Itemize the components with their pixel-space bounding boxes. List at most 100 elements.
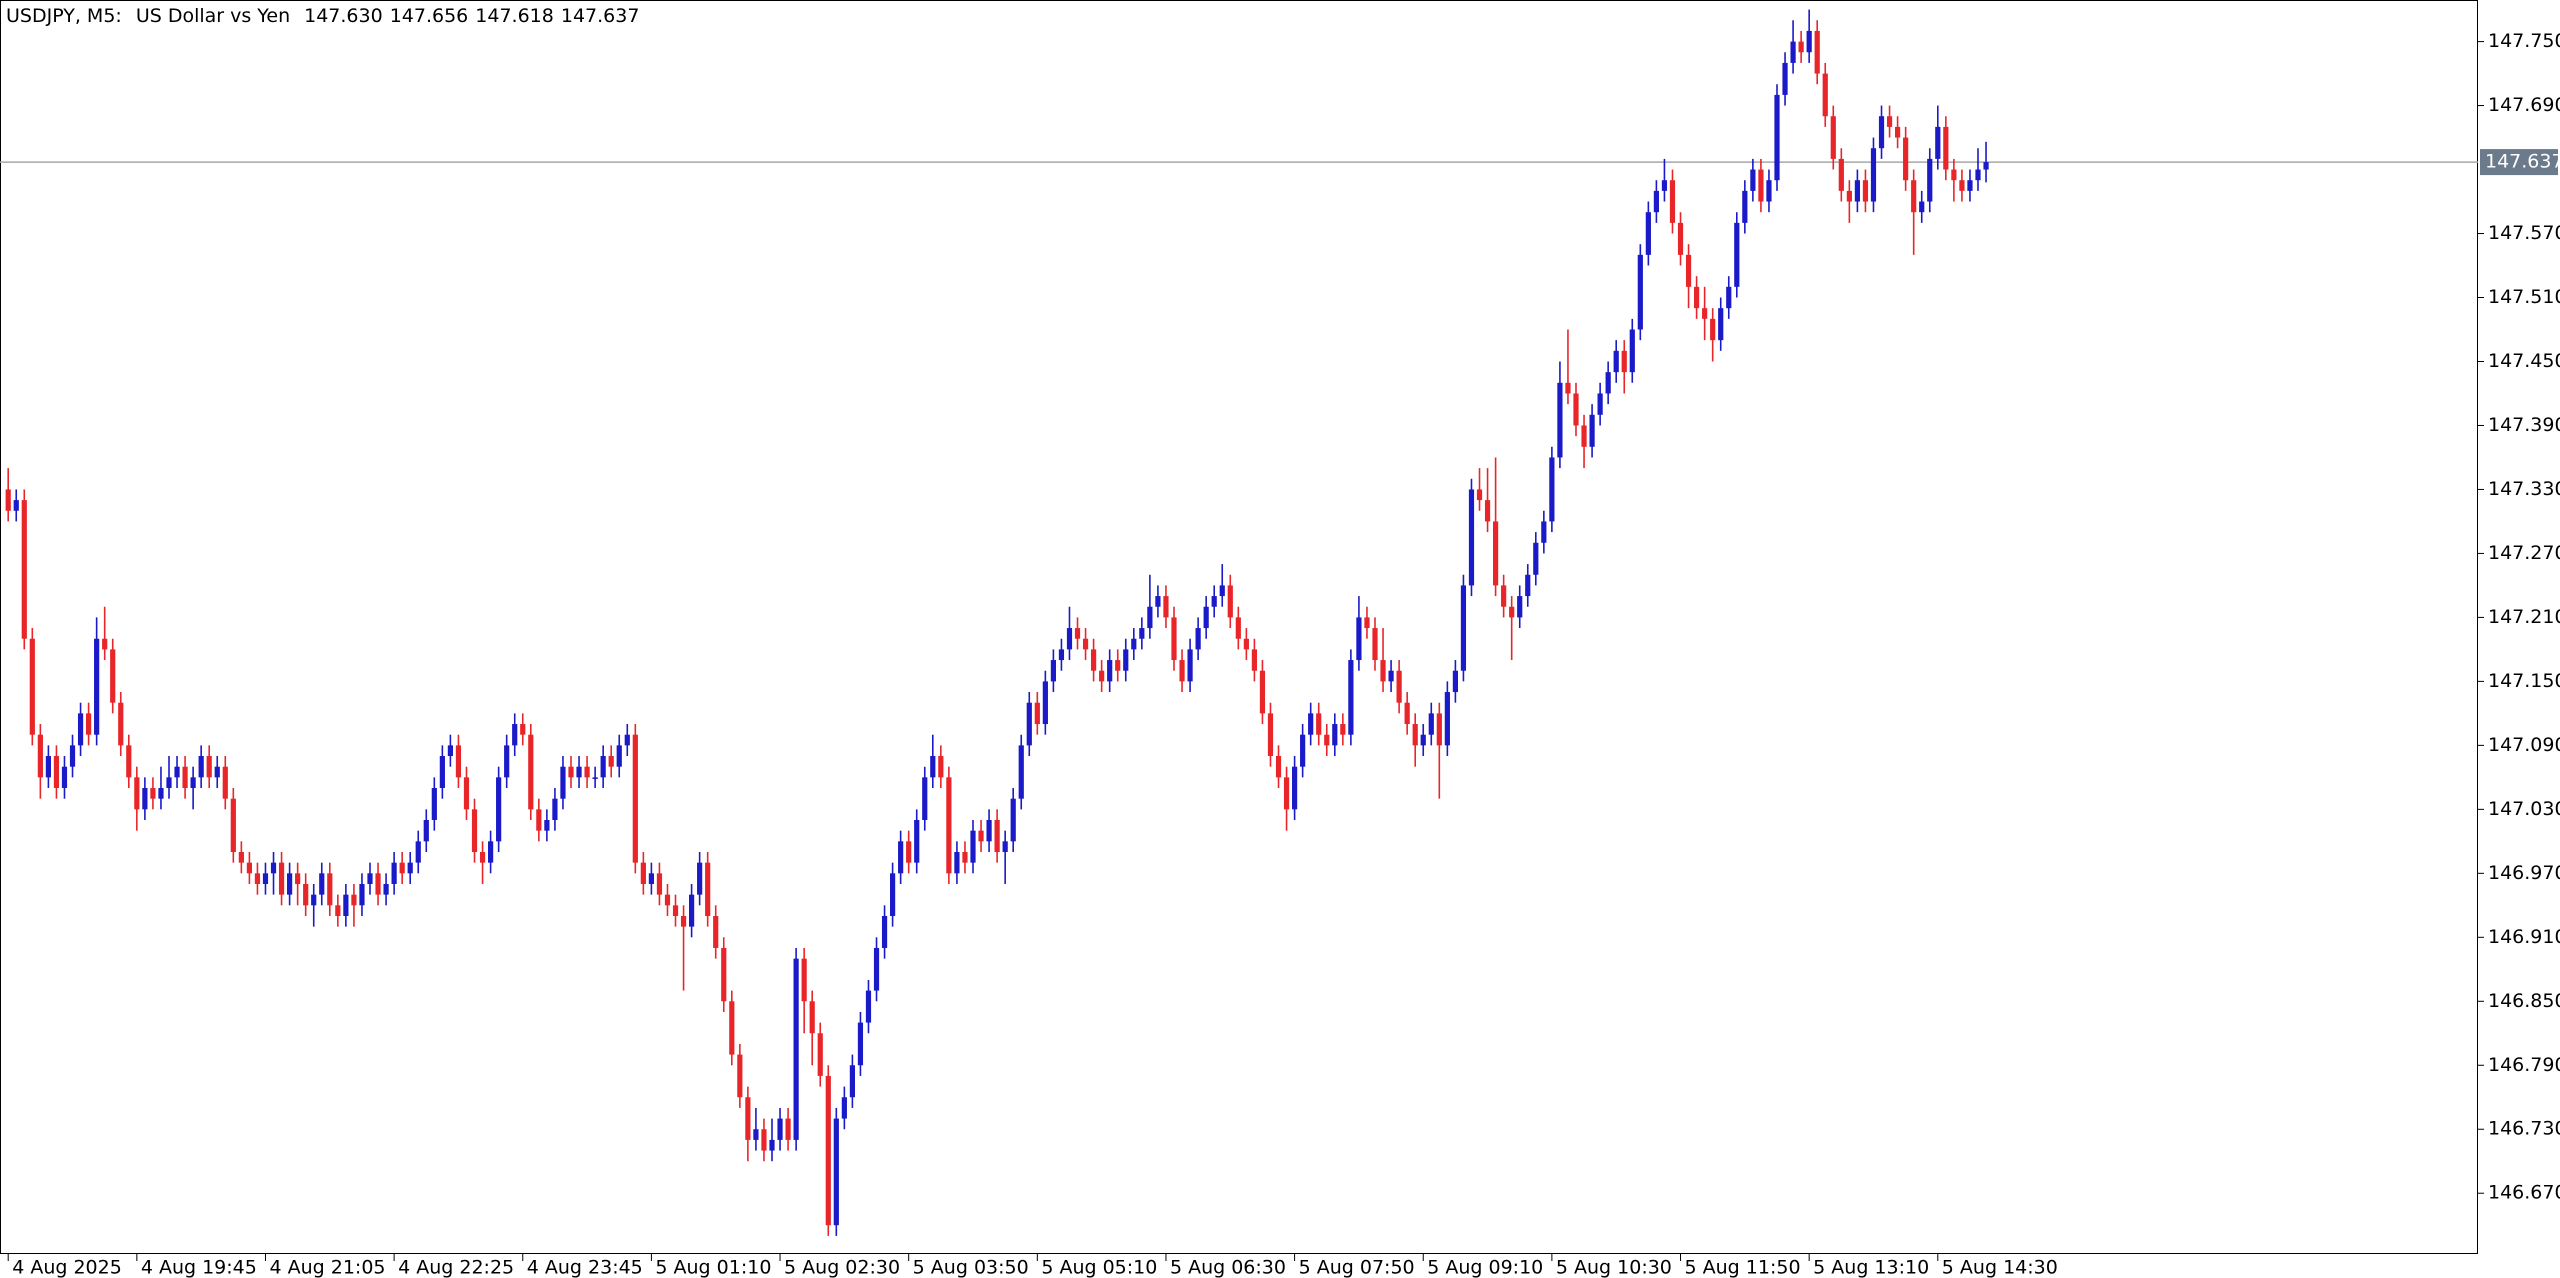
x-tick-label: 4 Aug 19:45 [141, 1257, 257, 1278]
candle-body [166, 777, 172, 789]
y-tick-label: 147.150 [2488, 670, 2560, 692]
candle-body [672, 905, 679, 916]
candle-body [946, 777, 952, 874]
symbol: USDJPY, M5: [6, 5, 122, 27]
candle-body [1790, 41, 1796, 63]
candle-body [126, 745, 132, 778]
candle-body [1404, 702, 1410, 725]
candle-body [359, 883, 365, 906]
candle-body [1476, 489, 1483, 501]
candle-body [1123, 649, 1129, 671]
candle-body [1388, 670, 1394, 682]
candle-body [560, 766, 566, 799]
candle-body [1677, 222, 1684, 255]
candle-body [198, 756, 204, 778]
candle-body [536, 809, 542, 831]
candle-body [61, 766, 68, 789]
candle-body [833, 1118, 839, 1226]
candle-body [471, 809, 478, 852]
candle-body [1726, 286, 1732, 309]
candle-body [407, 862, 413, 874]
candle-body [431, 788, 437, 821]
candle-body [423, 820, 429, 842]
x-tick-label: 5 Aug 10:30 [1556, 1257, 1672, 1278]
candle-body [1975, 169, 1981, 181]
y-tick-label: 147.210 [2488, 606, 2560, 628]
candle-body [1766, 180, 1772, 202]
candle-body [415, 841, 421, 863]
candle-body [825, 1075, 831, 1226]
candle-body [1066, 628, 1073, 650]
candle-body [1107, 660, 1113, 682]
candle-body [1613, 350, 1619, 373]
candle-body [1420, 734, 1426, 746]
candle-body [278, 862, 285, 895]
candle-body [1903, 137, 1909, 181]
candle-body [809, 1001, 815, 1034]
candle-body [1308, 713, 1314, 735]
candle-body [1042, 681, 1048, 725]
candle-body [335, 905, 341, 916]
candle-body [898, 841, 904, 874]
candle-body [479, 851, 486, 863]
candle-body [592, 777, 598, 779]
candle-body [1983, 162, 1989, 170]
candle-body [729, 1001, 735, 1055]
candle-body [656, 873, 663, 895]
candle-body [1758, 169, 1764, 202]
candle-body [1565, 382, 1571, 394]
candle-body [777, 1118, 783, 1140]
candle-body [1292, 766, 1298, 810]
candle-body [753, 1129, 759, 1140]
candle-body [793, 958, 799, 1140]
candle-body [1259, 670, 1266, 714]
candle-body [230, 798, 236, 852]
candle-body [761, 1129, 767, 1151]
candle-body [134, 777, 140, 810]
candle-body [1412, 724, 1418, 746]
candle-body [568, 766, 574, 778]
candle-body [664, 894, 671, 906]
candle-body [1348, 660, 1354, 735]
x-tick-label: 5 Aug 09:10 [1427, 1257, 1543, 1278]
candle-body [53, 756, 60, 789]
header-close: 147.637 [561, 5, 640, 27]
candle-body [1589, 414, 1595, 447]
candle-body [1468, 489, 1475, 586]
candle-body [1179, 660, 1185, 682]
candle-body [504, 745, 510, 778]
candle-body [13, 500, 19, 511]
candle-body [375, 873, 381, 895]
candle-body [697, 862, 703, 895]
y-tick-label: 147.510 [2488, 286, 2560, 308]
candle-body [142, 788, 148, 810]
y-tick-label: 147.090 [2488, 734, 2560, 756]
candle-body [1605, 372, 1611, 394]
candle-body [512, 724, 518, 746]
candle-body [1155, 596, 1161, 607]
candle-body [970, 830, 976, 863]
candle-body [1211, 596, 1217, 607]
candle-body [496, 777, 502, 842]
x-tick-label: 5 Aug 14:30 [1942, 1257, 2058, 1278]
candle-body [1147, 606, 1153, 629]
x-tick-label: 4 Aug 23:45 [527, 1257, 643, 1278]
candle-body [922, 777, 928, 821]
candle-body [1428, 713, 1434, 735]
candle-body [94, 638, 100, 735]
candle-body [1621, 350, 1627, 373]
candle-body [1452, 670, 1458, 693]
candle-body [37, 734, 43, 778]
candle-body [1886, 116, 1893, 127]
plot-frame [0, 0, 2478, 1254]
candle-body [1967, 180, 1973, 191]
candle-body [689, 894, 695, 927]
candle-body [86, 713, 92, 735]
candle-body [1002, 841, 1008, 852]
candle-body [994, 820, 1000, 852]
candle-body [287, 873, 293, 895]
candle-body [608, 756, 614, 767]
candle-body [1541, 521, 1547, 543]
candle-body [1846, 190, 1852, 202]
candle-body [1895, 126, 1901, 138]
